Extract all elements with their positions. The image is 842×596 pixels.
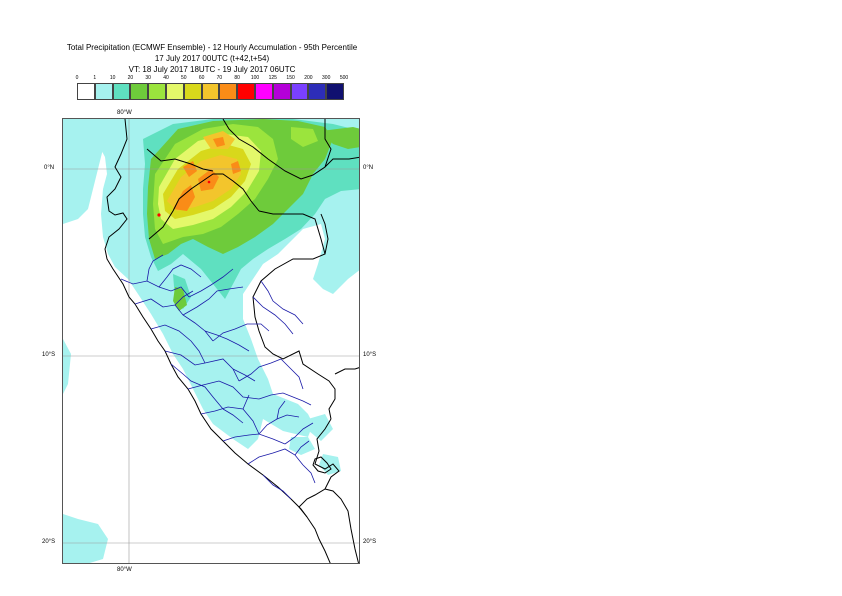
legend-tick-label: 50 xyxy=(181,75,187,81)
legend-color-swatch xyxy=(308,83,326,100)
legend-color-swatch xyxy=(184,83,202,100)
legend-tick-label: 60 xyxy=(199,75,205,81)
legend-tick-label: 0 xyxy=(76,75,79,81)
legend-tick-label: 30 xyxy=(145,75,151,81)
title-line-1: Total Precipitation (ECMWF Ensemble) - 1… xyxy=(0,43,424,53)
legend-tick-label: 70 xyxy=(217,75,223,81)
legend-color-swatch xyxy=(95,83,113,100)
legend-color-swatch xyxy=(113,83,131,100)
legend-color-swatch xyxy=(291,83,309,100)
title-line-3: VT: 18 July 2017 18UTC - 19 July 2017 06… xyxy=(0,65,424,75)
lon-label-top: 80°W xyxy=(117,110,132,116)
legend-color-swatch xyxy=(130,83,148,100)
legend-color-swatch xyxy=(255,83,273,100)
map-canvas xyxy=(63,119,360,564)
lat-label-left-0: 0°N xyxy=(44,165,54,171)
legend-color-swatch xyxy=(326,83,344,100)
title-line-2: 17 July 2017 00UTC (t+42,t+54) xyxy=(0,54,424,64)
legend-color-swatch xyxy=(166,83,184,100)
legend-tick-label: 300 xyxy=(322,75,330,81)
precipitation-map xyxy=(62,118,360,564)
legend-tick-label: 40 xyxy=(163,75,169,81)
legend-color-swatch xyxy=(202,83,220,100)
legend-tick-label: 80 xyxy=(234,75,240,81)
lat-label-left-10: 10°S xyxy=(42,352,55,358)
legend-tick-label: 20 xyxy=(128,75,134,81)
legend-color-swatch xyxy=(273,83,291,100)
lat-label-right-20: 20°S xyxy=(363,539,376,545)
lon-label-bottom: 80°W xyxy=(117,567,132,573)
legend-color-swatch xyxy=(219,83,237,100)
lat-label-left-20: 20°S xyxy=(42,539,55,545)
legend-color-swatch xyxy=(148,83,166,100)
legend-tick-label: 125 xyxy=(269,75,277,81)
lat-label-right-10: 10°S xyxy=(363,352,376,358)
legend-tick-label: 100 xyxy=(251,75,259,81)
legend-tick-label: 150 xyxy=(286,75,294,81)
lat-label-right-0: 0°N xyxy=(363,165,373,171)
legend-tick-label: 10 xyxy=(110,75,116,81)
legend-color-swatch xyxy=(77,83,95,100)
legend-tick-label: 1 xyxy=(93,75,96,81)
legend-tick-label: 200 xyxy=(304,75,312,81)
legend-color-swatch xyxy=(237,83,255,100)
legend-tick-label: 500 xyxy=(340,75,348,81)
